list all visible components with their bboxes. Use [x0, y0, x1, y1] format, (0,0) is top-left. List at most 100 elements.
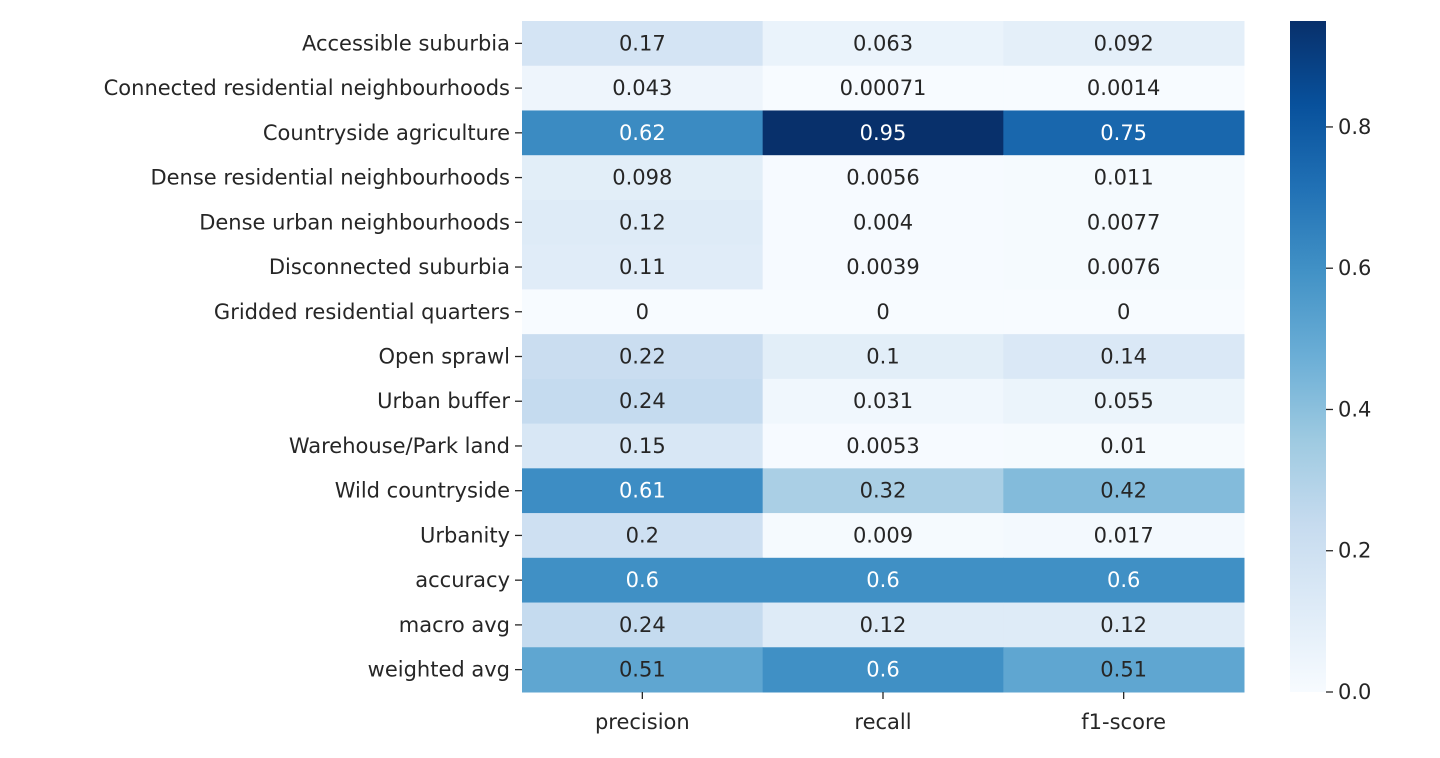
row-label: Open sprawl	[378, 345, 510, 369]
row-label: macro avg	[399, 613, 510, 637]
heatmap-cell	[1003, 244, 1245, 290]
column-label: precision	[595, 710, 690, 734]
heatmap-cell	[522, 155, 764, 201]
column-label: f1-score	[1081, 710, 1166, 734]
heatmap-cell	[522, 199, 764, 246]
row-label: weighted avg	[368, 658, 510, 682]
heatmap-cell	[1003, 557, 1245, 604]
heatmap-cell	[522, 289, 764, 335]
cell-value-label: 0.12	[1100, 613, 1147, 637]
cell-value-label: 0.42	[1100, 479, 1147, 503]
cell-value-label: 0.17	[619, 31, 666, 55]
heatmap-cell	[522, 21, 764, 67]
row-label: Urbanity	[420, 523, 510, 547]
cell-value-label: 0.00071	[840, 76, 927, 100]
colorbar: 0.0 0.2 0.4 0.6 0.8	[1290, 21, 1371, 704]
heatmap-cell	[762, 199, 1004, 246]
heatmap-cell	[762, 423, 1004, 469]
cell-value-label: 0.95	[860, 121, 907, 145]
heatmap-cell	[522, 557, 764, 604]
cell-value-label: 0.01	[1100, 434, 1147, 458]
colorbar-tick-label: 0.0	[1338, 680, 1371, 704]
heatmap-cell	[522, 334, 764, 380]
heatmap-cell	[762, 65, 1004, 111]
heatmap-cell	[1003, 289, 1245, 335]
cell-value-label: 0.0039	[846, 255, 919, 279]
cell-value-label: 0	[876, 300, 889, 324]
cell-value-label: 0.62	[619, 121, 666, 145]
cell-value-label: 0.15	[619, 434, 666, 458]
heatmap-cell	[762, 155, 1004, 201]
heatmap-cell	[762, 289, 1004, 335]
colorbar-tick-label: 0.6	[1338, 256, 1371, 280]
heatmap-cell	[522, 65, 764, 111]
row-label: Warehouse/Park land	[289, 434, 510, 458]
cell-value-label: 0.2	[626, 523, 659, 547]
row-label: Accessible suburbia	[302, 31, 510, 55]
cell-value-label: 0.0077	[1087, 210, 1160, 234]
heatmap-cell	[522, 244, 764, 290]
row-label: Dense urban neighbourhoods	[199, 210, 510, 234]
heatmap-cell	[1003, 155, 1245, 201]
colorbar-tick-label: 0.4	[1338, 397, 1371, 421]
row-label: Countryside agriculture	[263, 121, 510, 145]
colorbar-tick-label: 0.2	[1338, 539, 1371, 563]
colorbar-gradient	[1290, 21, 1326, 692]
heatmap-cell	[762, 468, 1004, 514]
cell-value-label: 0.6	[626, 568, 659, 592]
heatmap-cell	[522, 602, 764, 648]
cell-value-label: 0.75	[1100, 121, 1147, 145]
cell-value-label: 0.6	[866, 658, 899, 682]
heatmap-cell	[1003, 423, 1245, 469]
heatmap-cell	[762, 557, 1004, 604]
heatmap-cell-labels: 0.17 0.063 0.092 0.043 0.00071 0.0014 0.62 0.95…	[612, 31, 1160, 681]
cell-value-label: 0.12	[860, 613, 907, 637]
heatmap-cell	[762, 21, 1004, 67]
cell-value-label: 0.22	[619, 345, 666, 369]
heatmap-cell	[522, 423, 764, 469]
heatmap-cell	[762, 602, 1004, 648]
cell-value-label: 0.0076	[1087, 255, 1160, 279]
cell-value-label: 0.32	[860, 479, 907, 503]
heatmap-cell	[1003, 110, 1245, 156]
cell-value-label: 0.6	[866, 568, 899, 592]
heatmap-cell	[762, 334, 1004, 380]
row-label: Connected residential neighbourhoods	[104, 76, 510, 100]
cell-value-label: 0.51	[1100, 658, 1147, 682]
cell-value-label: 0.009	[853, 523, 913, 547]
cell-value-label: 0.031	[853, 389, 913, 413]
cell-value-label: 0.043	[612, 76, 672, 100]
cell-value-label: 0.092	[1094, 31, 1154, 55]
heatmap-cell	[1003, 199, 1245, 246]
cell-value-label: 0.0053	[846, 434, 919, 458]
cell-value-label: 0.098	[612, 166, 672, 190]
cell-value-label: 0.6	[1107, 568, 1140, 592]
cell-value-label: 0.14	[1100, 345, 1147, 369]
heatmap-cell	[1003, 378, 1245, 425]
cell-value-label: 0.24	[619, 389, 666, 413]
row-label: Disconnected suburbia	[269, 255, 510, 279]
cell-value-label: 0.51	[619, 658, 666, 682]
column-label: recall	[854, 710, 911, 734]
heatmap-cell	[762, 378, 1004, 425]
cell-value-label: 0.24	[619, 613, 666, 637]
cell-value-label: 0.61	[619, 479, 666, 503]
cell-value-label: 0.0056	[846, 166, 919, 190]
heatmap-cell	[762, 244, 1004, 290]
column-labels: precision recall f1-score	[595, 692, 1166, 734]
heatmap-cell	[1003, 65, 1245, 111]
heatmap-cell	[762, 513, 1004, 559]
cell-value-label: 0.11	[619, 255, 666, 279]
cell-value-label: 0.011	[1094, 166, 1154, 190]
cell-value-label: 0	[636, 300, 649, 324]
colorbar-ticks: 0.0 0.2 0.4 0.6 0.8	[1326, 115, 1371, 704]
heatmap-cell	[1003, 468, 1245, 514]
heatmap-cell	[522, 513, 764, 559]
cell-value-label: 0.055	[1094, 389, 1154, 413]
row-label: Gridded residential quarters	[214, 300, 510, 324]
heatmap-cell	[1003, 513, 1245, 559]
row-label: accuracy	[415, 568, 510, 592]
row-labels: Accessible suburbia Connected residential…	[104, 31, 522, 682]
row-label: Wild countryside	[335, 479, 510, 503]
cell-value-label: 0.1	[866, 345, 899, 369]
